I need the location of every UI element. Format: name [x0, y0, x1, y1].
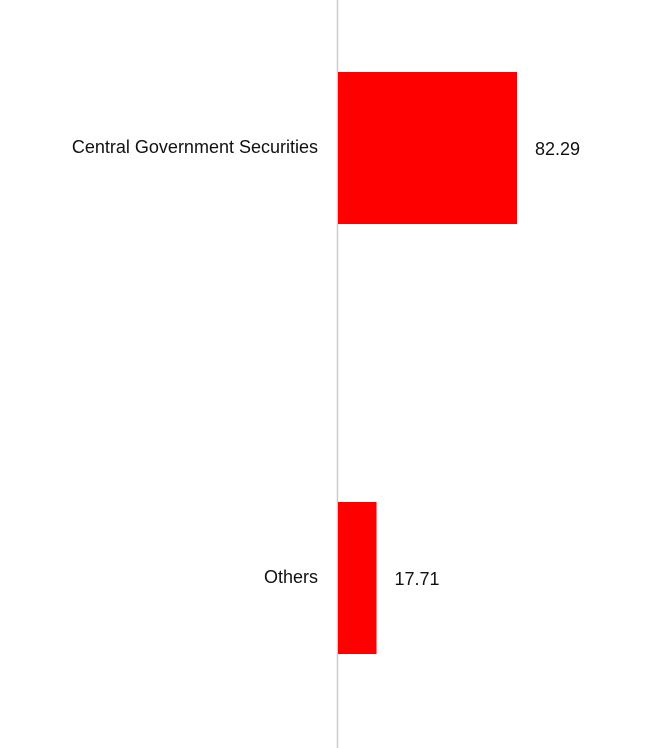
- category-label: Others: [264, 567, 318, 587]
- value-label: 82.29: [535, 139, 580, 159]
- bar: [338, 72, 517, 224]
- category-label: Central Government Securities: [72, 137, 318, 157]
- value-label: 17.71: [395, 569, 440, 589]
- bar: [338, 502, 377, 654]
